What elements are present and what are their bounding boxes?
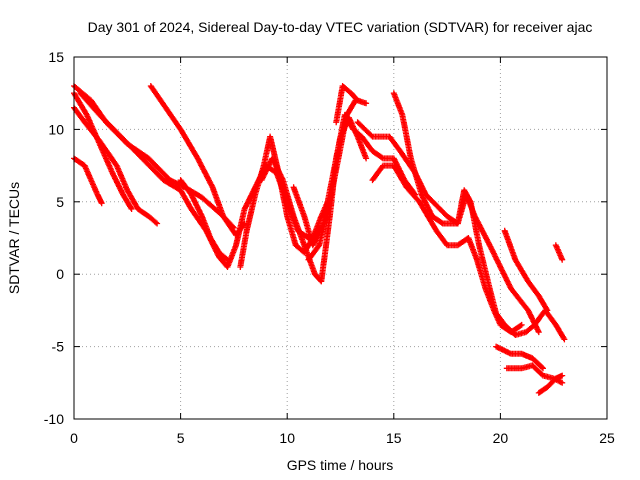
data-point-markers [535,372,566,396]
series-t15 [390,90,568,343]
data-point-markers [305,97,359,263]
series-t4 [71,83,237,231]
data-point-markers [71,90,135,212]
y-tick-label: 0 [56,266,64,282]
data-point-markers [503,362,566,386]
series-t19 [535,372,566,396]
x-tick-label: 5 [177,430,185,446]
series-t1 [71,155,105,207]
series-t7 [177,177,231,263]
y-tick-label: 15 [48,49,64,65]
x-tick-label: 20 [493,430,509,446]
series-t5 [77,90,312,270]
series-t11 [305,97,359,263]
series-t17 [493,343,546,372]
data-point-markers [333,83,370,126]
data-point-markers [501,227,551,314]
x-axis-label: GPS time / hours [287,457,394,473]
data-point-markers [177,177,231,263]
data-point-markers [77,90,312,270]
data-marks [71,83,568,396]
data-point-markers [493,343,546,372]
y-tick-label: 5 [56,194,64,210]
x-tick-label: 15 [386,430,402,446]
data-point-markers [390,90,568,343]
y-tick-label: -5 [52,339,65,355]
data-point-markers [369,162,525,336]
series-t16 [501,227,551,314]
series-t18 [503,362,566,386]
data-point-markers [354,119,542,336]
axis-ticks: 0 5 10 15 20 25 -10 -5 0 5 10 15 [44,49,615,446]
series-t14 [369,162,525,336]
series-t13 [354,119,542,336]
x-tick-label: 25 [599,430,615,446]
data-point-markers [147,83,248,239]
grid [74,57,607,419]
data-point-markers [552,242,566,263]
series-t6 [147,83,248,239]
series-t20 [552,242,566,263]
y-tick-label: 10 [48,121,64,137]
series-t12 [333,83,370,126]
data-point-markers [71,155,105,207]
y-axis-label: SDTVAR / TECUs [6,182,22,294]
plot-frame [73,56,608,420]
x-tick-label: 10 [279,430,295,446]
chart-title: Day 301 of 2024, Sidereal Day-to-day VTE… [88,19,593,35]
data-point-markers [71,83,237,231]
series-t3 [71,90,135,212]
y-tick-label: -10 [44,411,64,427]
x-tick-label: 0 [70,430,78,446]
